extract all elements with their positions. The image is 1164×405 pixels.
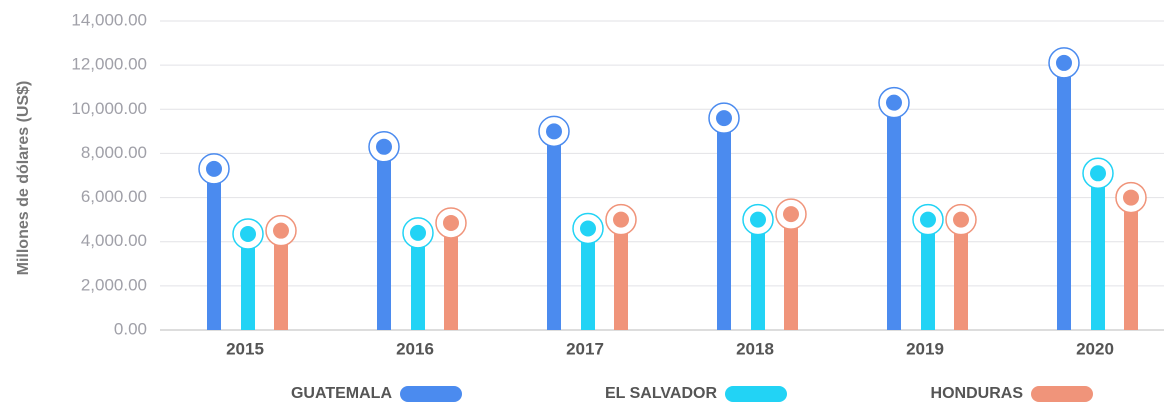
y-tick-label: 2,000.00	[81, 275, 147, 294]
bar	[954, 219, 968, 330]
x-tick-label: 2019	[906, 339, 944, 358]
marker-dot	[1090, 165, 1106, 182]
marker-dot	[206, 160, 222, 177]
y-tick-label: 14,000.00	[71, 10, 147, 29]
legend-label: GUATEMALA	[291, 385, 392, 402]
x-tick-label: 2015	[226, 339, 264, 358]
legend-swatch	[1031, 386, 1093, 402]
bar	[887, 102, 901, 331]
bar	[751, 219, 765, 330]
bar	[921, 219, 935, 330]
bar	[444, 222, 458, 330]
legend-label: HONDURAS	[931, 385, 1024, 402]
marker-dot	[716, 110, 732, 127]
marker-dot	[783, 206, 799, 223]
y-tick-label: 10,000.00	[71, 99, 147, 118]
marker-dot	[240, 225, 256, 242]
marker-dot	[1056, 54, 1072, 71]
marker-dot	[580, 220, 596, 237]
marker-dot	[613, 211, 629, 228]
bar	[1124, 197, 1138, 330]
y-tick-label: 12,000.00	[71, 55, 147, 74]
bar	[241, 233, 255, 330]
bar	[377, 146, 391, 330]
bar	[547, 131, 561, 330]
marker-dot	[410, 224, 426, 241]
bar	[1057, 62, 1071, 330]
marker-dot	[376, 138, 392, 155]
bar	[614, 219, 628, 330]
marker-dot	[273, 222, 289, 239]
marker-dot	[546, 123, 562, 140]
x-tick-label: 2020	[1076, 339, 1114, 358]
y-tick-label: 4,000.00	[81, 231, 147, 250]
x-tick-label: 2016	[396, 339, 434, 358]
y-tick-label: 8,000.00	[81, 143, 147, 162]
legend-swatch	[400, 386, 462, 402]
bar	[411, 232, 425, 330]
marker-dot	[1123, 189, 1139, 206]
marker-dot	[953, 211, 969, 228]
y-tick-label: 6,000.00	[81, 187, 147, 206]
bar	[207, 168, 221, 330]
bar	[717, 118, 731, 330]
bar	[581, 228, 595, 330]
marker-dot	[886, 94, 902, 111]
bar	[784, 214, 798, 330]
y-tick-label: 0.00	[114, 319, 147, 338]
bar	[1091, 173, 1105, 330]
bar	[274, 230, 288, 330]
marker-dot	[920, 211, 936, 228]
marker-dot	[750, 211, 766, 228]
marker-dot	[443, 214, 459, 231]
legend-label: EL SALVADOR	[605, 385, 717, 402]
x-tick-label: 2018	[736, 339, 774, 358]
x-tick-label: 2017	[566, 339, 604, 358]
legend-swatch	[725, 386, 787, 402]
y-axis-label: Millones de dólares (US$)	[15, 81, 32, 276]
